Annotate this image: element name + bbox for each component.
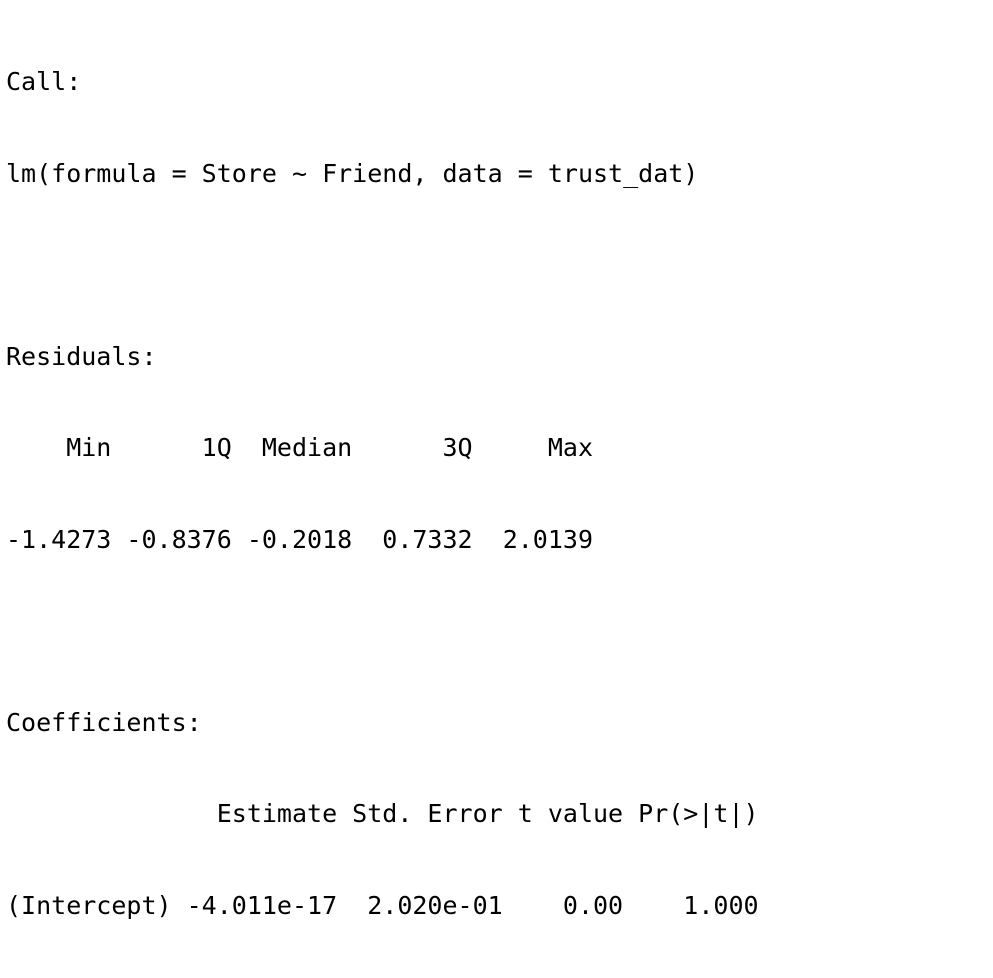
blank-line [6,250,924,281]
r-console-output: Call: lm(formula = Store ~ Friend, data … [6,6,924,978]
coefficients-heading: Coefficients: [6,707,202,737]
call-formula: lm(formula = Store ~ Friend, data = trus… [6,158,699,188]
coefficients-header-row: Estimate Std. Error t value Pr(>|t|) [6,799,759,828]
residuals-heading: Residuals: [6,341,157,371]
coefficient-row-intercept: (Intercept) -4.011e-17 2.020e-01 0.00 1.… [6,890,759,920]
blank-line [6,616,924,647]
call-heading: Call: [6,67,82,96]
residuals-values-row: -1.4273 -0.8376 -0.2018 0.7332 2.0139 [6,524,609,554]
residuals-header-row: Min 1Q Median 3Q Max [6,433,609,462]
